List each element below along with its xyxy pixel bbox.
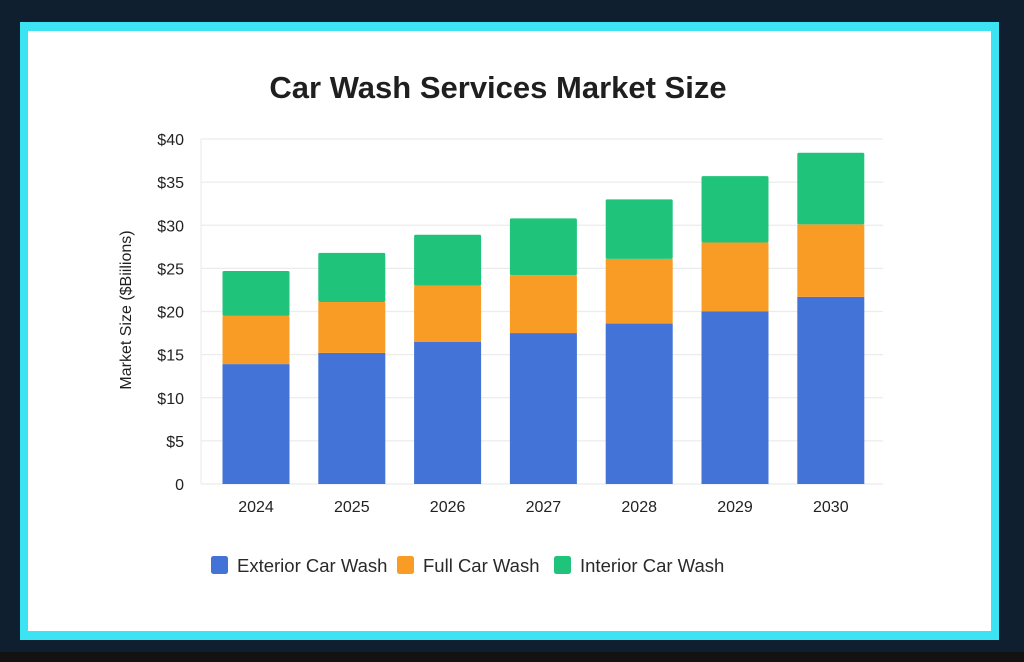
bar-full-car-wash-2024 [222, 315, 290, 365]
bar-stack-2030 [797, 152, 865, 484]
y-tick-label: $5 [166, 434, 184, 451]
bar-interior-car-wash-2027 [509, 218, 577, 276]
x-tick-label: 2029 [717, 499, 753, 516]
legend-label: Exterior Car Wash [237, 555, 387, 576]
bottom-strip [0, 652, 1024, 662]
bar-exterior-car-wash-2024 [222, 364, 290, 484]
x-tick-labels: 2024 2025 2026 2027 2028 2029 2030 [238, 499, 848, 516]
bar-full-car-wash-2025 [318, 302, 386, 353]
bar-full-car-wash-2030 [797, 224, 865, 297]
x-tick-label: 2026 [430, 499, 466, 516]
bar-full-car-wash-2026 [414, 285, 482, 342]
y-axis-label: Market Size ($Biilions) [118, 230, 135, 389]
legend-swatch [554, 556, 571, 574]
y-tick-label: $35 [157, 175, 184, 192]
bar-stack-2025 [318, 252, 386, 484]
legend-item: Full Car Wash [397, 555, 540, 576]
bar-exterior-car-wash-2026 [414, 341, 482, 484]
bar-stack-2024 [222, 270, 290, 484]
legend-swatch [211, 556, 228, 574]
bar-stack-2028 [605, 199, 673, 484]
y-tick-label: $30 [157, 218, 184, 235]
x-tick-label: 2030 [813, 499, 849, 516]
legend-item: Exterior Car Wash [211, 555, 387, 576]
bar-interior-car-wash-2026 [414, 234, 482, 286]
legend-label: Full Car Wash [423, 555, 540, 576]
legend-item: Interior Car Wash [554, 555, 724, 576]
y-tick-label: 0 [175, 477, 184, 494]
bar-stack-2029 [701, 176, 769, 484]
bars [222, 152, 865, 484]
bar-exterior-car-wash-2030 [797, 296, 865, 484]
y-tick-labels: 0 $5 $10 $15 $20 $25 $30 $35 $40 [157, 132, 184, 494]
bar-full-car-wash-2028 [605, 258, 673, 324]
legend: Exterior Car Wash Full Car Wash Interior C… [211, 555, 724, 576]
y-tick-label: $20 [157, 305, 184, 322]
bar-stack-2026 [414, 234, 482, 484]
bar-interior-car-wash-2028 [605, 199, 673, 259]
x-tick-label: 2024 [238, 499, 274, 516]
bar-exterior-car-wash-2028 [605, 323, 673, 484]
bar-exterior-car-wash-2025 [318, 352, 386, 484]
bar-interior-car-wash-2030 [797, 152, 865, 225]
bar-stack-2027 [509, 218, 577, 484]
y-tick-label: $25 [157, 261, 184, 278]
bar-interior-car-wash-2025 [318, 252, 386, 303]
legend-label: Interior Car Wash [580, 555, 724, 576]
bar-exterior-car-wash-2029 [701, 311, 769, 484]
bar-interior-car-wash-2029 [701, 176, 769, 243]
x-tick-label: 2028 [621, 499, 657, 516]
y-tick-label: $40 [157, 132, 184, 149]
bar-interior-car-wash-2024 [222, 270, 290, 316]
chart-title: Car Wash Services Market Size [269, 70, 726, 105]
bar-exterior-car-wash-2027 [509, 333, 577, 484]
y-tick-label: $15 [157, 348, 184, 365]
y-tick-label: $10 [157, 391, 184, 408]
bar-full-car-wash-2029 [701, 242, 769, 312]
legend-swatch [397, 556, 414, 574]
x-tick-label: 2025 [334, 499, 370, 516]
x-tick-label: 2027 [526, 499, 562, 516]
bar-full-car-wash-2027 [509, 275, 577, 334]
